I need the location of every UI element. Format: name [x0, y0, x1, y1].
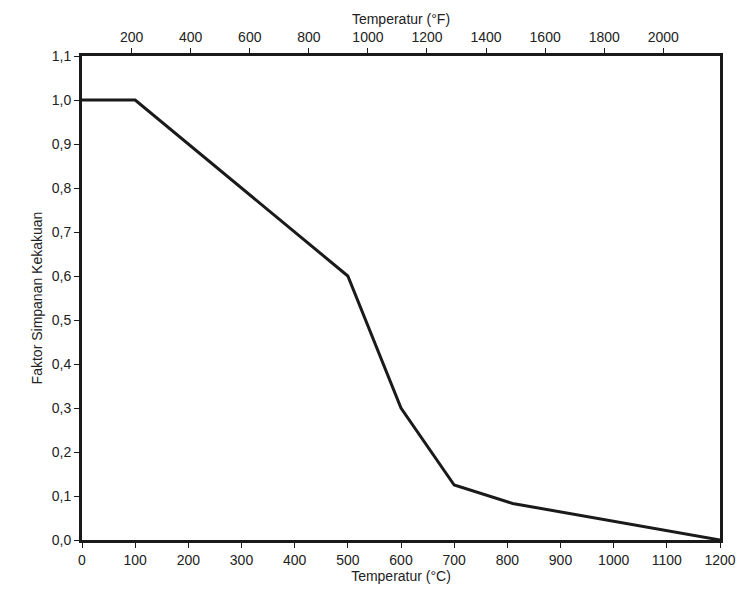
- svg-text:600: 600: [389, 552, 413, 568]
- svg-text:1200: 1200: [704, 552, 735, 568]
- svg-text:800: 800: [496, 552, 520, 568]
- svg-text:0,1: 0,1: [52, 488, 72, 504]
- svg-text:300: 300: [230, 552, 254, 568]
- svg-text:200: 200: [177, 552, 201, 568]
- svg-text:0,3: 0,3: [52, 400, 72, 416]
- svg-text:900: 900: [549, 552, 573, 568]
- svg-text:0,7: 0,7: [52, 224, 72, 240]
- svg-text:1400: 1400: [470, 29, 501, 45]
- svg-text:0: 0: [78, 552, 86, 568]
- svg-text:100: 100: [123, 552, 147, 568]
- svg-text:0,4: 0,4: [52, 356, 72, 372]
- svg-text:400: 400: [283, 552, 307, 568]
- svg-text:0,8: 0,8: [52, 180, 72, 196]
- svg-text:800: 800: [297, 29, 321, 45]
- svg-text:2000: 2000: [648, 29, 679, 45]
- svg-text:1100: 1100: [652, 552, 682, 568]
- svg-text:700: 700: [442, 552, 466, 568]
- svg-text:1800: 1800: [589, 29, 620, 45]
- svg-text:0,9: 0,9: [52, 136, 72, 152]
- svg-text:1000: 1000: [598, 552, 629, 568]
- svg-text:1600: 1600: [530, 29, 561, 45]
- svg-text:Temperatur (°F): Temperatur (°F): [352, 11, 450, 27]
- svg-text:1200: 1200: [411, 29, 442, 45]
- svg-text:0,6: 0,6: [52, 268, 72, 284]
- svg-text:500: 500: [336, 552, 360, 568]
- svg-text:0,0: 0,0: [52, 532, 72, 548]
- svg-text:1,0: 1,0: [52, 92, 72, 108]
- svg-text:Faktor Simpanan Kekakuan: Faktor Simpanan Kekakuan: [29, 212, 45, 385]
- svg-text:1,1: 1,1: [52, 48, 72, 64]
- svg-text:400: 400: [179, 29, 203, 45]
- svg-text:600: 600: [238, 29, 262, 45]
- svg-text:200: 200: [120, 29, 144, 45]
- svg-text:Temperatur (°C): Temperatur (°C): [351, 568, 451, 584]
- svg-text:1000: 1000: [352, 29, 383, 45]
- svg-text:0,2: 0,2: [52, 444, 72, 460]
- svg-text:0,5: 0,5: [52, 312, 72, 328]
